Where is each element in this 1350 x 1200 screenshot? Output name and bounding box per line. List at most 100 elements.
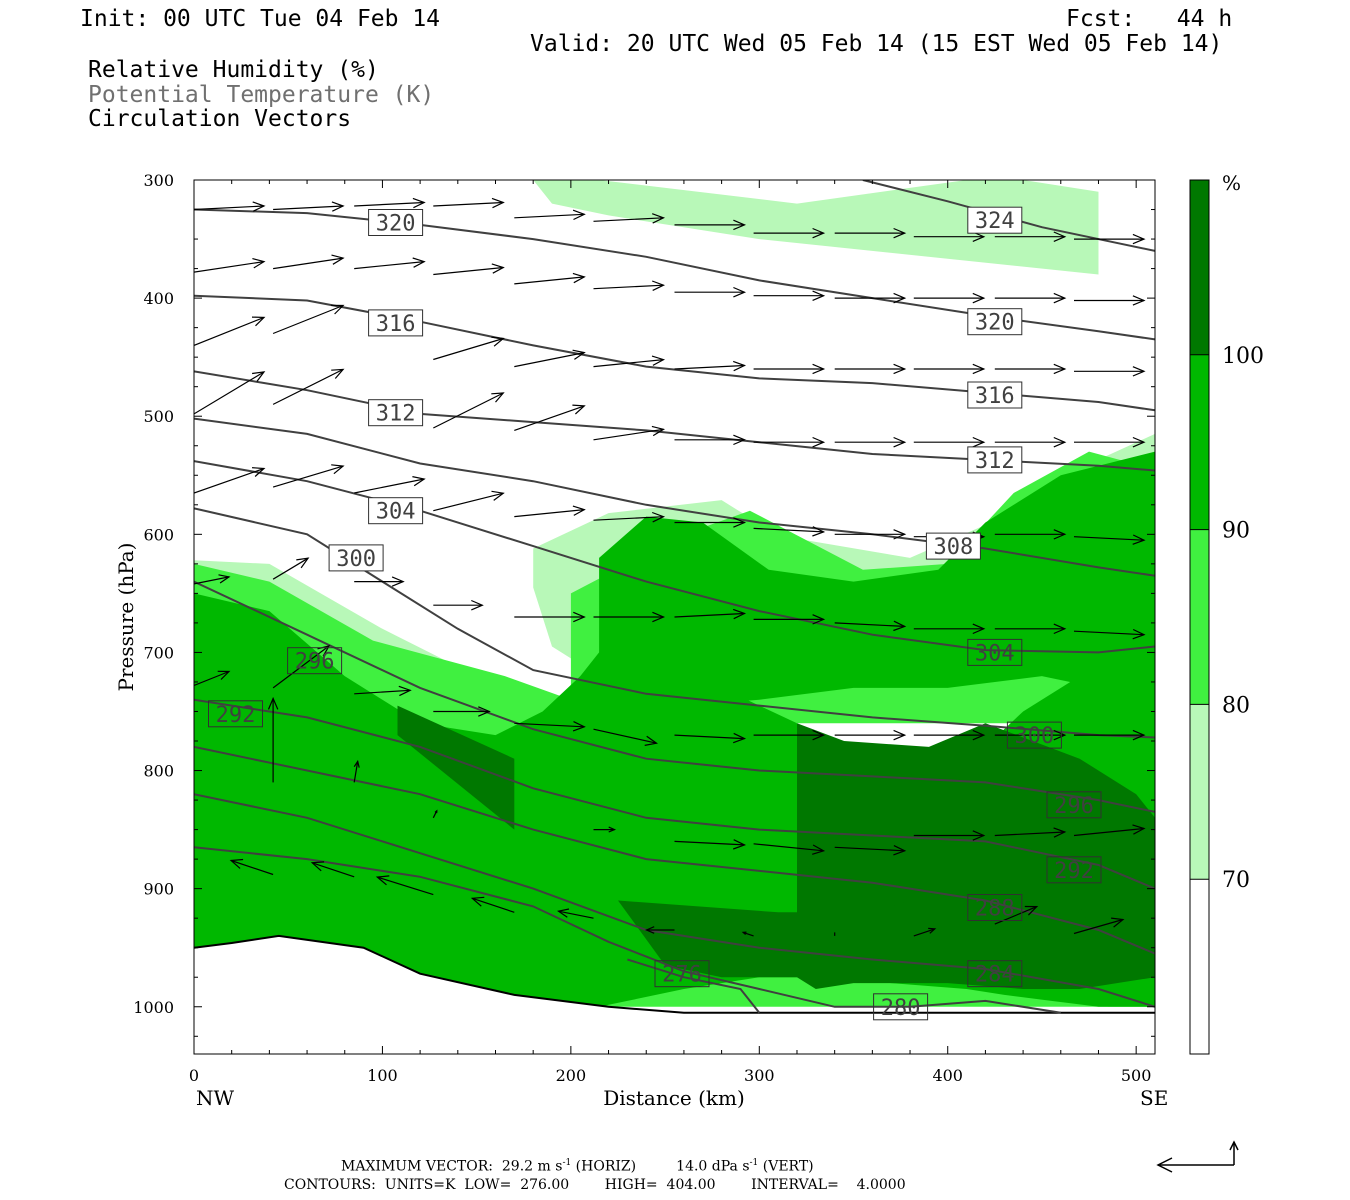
circulation-vector (834, 729, 907, 741)
theta-label: 312 (967, 446, 1023, 474)
vert-tag: (VERT) (762, 1158, 814, 1175)
theta-label: 292 (1046, 856, 1102, 884)
circulation-vector (353, 759, 360, 783)
colorbar-swatch (1190, 180, 1209, 355)
colorbar-frame (1189, 179, 1210, 1055)
circulation-vector (514, 209, 586, 221)
plot-frame (193, 179, 1156, 1055)
circulation-vector (1073, 824, 1146, 837)
circulation-vector (556, 908, 594, 919)
circulation-vector (674, 434, 747, 446)
circulation-vector (674, 517, 747, 528)
circulation-vector (834, 845, 907, 856)
x-tick-label: 300 (744, 1066, 775, 1085)
theta-label-text: 316 (975, 384, 1015, 409)
circulation-vector (753, 290, 826, 301)
circulation-vector (994, 231, 1067, 242)
theta-label: 300 (328, 544, 384, 572)
circulation-vector (994, 827, 1067, 838)
theta-contour-320 (194, 208, 1155, 341)
theta-label-text: 324 (975, 209, 1015, 234)
theta-label-text: 284 (975, 963, 1015, 988)
circulation-vector (913, 927, 937, 937)
theta-label: 304 (368, 497, 424, 525)
x-tick-label: 100 (367, 1066, 398, 1085)
y-tick-label: 1000 (133, 998, 174, 1017)
circulation-vector (593, 425, 666, 441)
circulation-vector (753, 729, 826, 741)
circulation-vector (514, 272, 586, 285)
circulation-vector (433, 490, 505, 512)
theta-contour-316 (194, 294, 1155, 412)
circulation-vector (994, 623, 1067, 635)
y-tick-label: 600 (143, 525, 174, 544)
circulation-vector (913, 830, 986, 841)
rh-region-90-6 (599, 451, 1155, 706)
footer-contours: CONTOURS: UNITS=K LOW= 276.00 HIGH= 404.… (284, 1177, 906, 1193)
circulation-vector (514, 404, 586, 431)
theta-label: 276 (654, 960, 710, 988)
circulation-vector (753, 614, 826, 625)
theta-contour-312 (194, 370, 1155, 472)
circulation-vector (741, 931, 754, 937)
circulation-vector (194, 574, 231, 585)
theta-contour-284 (194, 793, 1155, 1008)
theta-contour-292 (194, 698, 1155, 890)
forecast-hour: Fcst: 44 h (1066, 6, 1233, 32)
y-tick-label: 500 (143, 407, 174, 426)
y-tick-label: 700 (143, 643, 174, 662)
theta-contour-276 (627, 958, 761, 1014)
circulation-vector (267, 696, 279, 783)
theta-label-text: 292 (216, 703, 256, 728)
circulation-vector (1074, 233, 1146, 245)
circulation-vector (834, 363, 907, 375)
circulation-vector (194, 258, 266, 273)
circulation-vector (1074, 366, 1146, 377)
theta-contour-308 (194, 417, 1155, 577)
circulation-vector (994, 292, 1067, 304)
colorbar: 70 80 90 100 (1189, 179, 1264, 1055)
circulation-vector (354, 576, 405, 587)
horiz-exponent: -1 (562, 1158, 572, 1168)
theta-label: 300 (1006, 721, 1062, 749)
theta-contour-296 (194, 580, 1155, 813)
valid-time: Valid: 20 UTC Wed 05 Feb 14 (15 EST Wed … (530, 31, 1223, 57)
circulation-vector (514, 611, 586, 623)
circulation-vector (272, 464, 345, 488)
circulation-vector (354, 476, 426, 494)
circulation-vector (994, 363, 1067, 375)
colorbar-swatch (1190, 879, 1209, 1054)
circulation-vector (753, 843, 826, 855)
theta-label: 308 (925, 532, 981, 560)
field-label-rh: Relative Humidity (%) (88, 57, 379, 83)
colorbar-swatch (1190, 529, 1209, 705)
circulation-vector (514, 721, 586, 732)
theta-label: 288 (967, 894, 1023, 922)
circulation-vector (354, 197, 426, 209)
circulation-vector (1074, 295, 1146, 306)
circulation-vector (229, 858, 274, 876)
x-axis: 0 100 200 300 400 500 (189, 180, 1151, 1085)
circulation-vector (1073, 534, 1146, 545)
circulation-vector (432, 809, 438, 819)
theta-label: 320 (368, 209, 424, 237)
circulation-vector (593, 728, 658, 746)
theta-label-text: 320 (376, 212, 416, 237)
circulation-vector (753, 227, 826, 239)
circulation-vector (913, 363, 986, 375)
circulation-vector (433, 336, 505, 361)
x-end-label-nw: NW (196, 1086, 235, 1110)
circulation-vector (913, 623, 986, 635)
colorbar-tick-label: 100 (1222, 344, 1264, 369)
colorbar-swatch (1190, 354, 1209, 530)
circulation-vector (470, 896, 515, 913)
circulation-vector (272, 557, 310, 580)
theta-label-text: 296 (1054, 794, 1094, 819)
circulation-vector (194, 670, 231, 687)
circulation-vector (834, 292, 907, 304)
terrain-fill (194, 935, 1155, 1054)
theta-label-text: 296 (295, 650, 335, 675)
terrain-line (194, 934, 1155, 1014)
circulation-vector (834, 620, 907, 632)
